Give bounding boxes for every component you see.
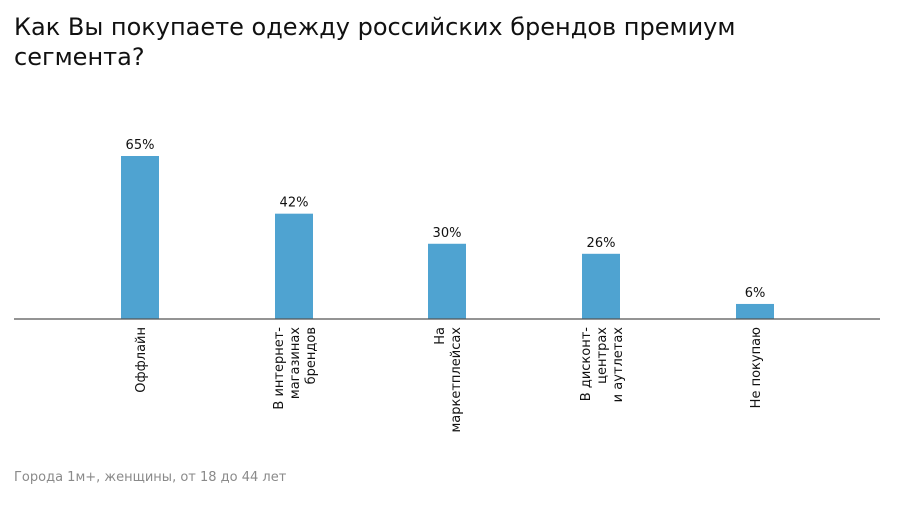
category-label-line: Оффлайн [134, 327, 149, 393]
category-label-line: маркетплейсах [449, 327, 464, 433]
category-label-line: На [433, 327, 448, 345]
data-label: 42% [280, 196, 309, 211]
category-label: В дисконт-центрах и аутлетах [579, 327, 626, 403]
bar [582, 253, 620, 319]
footnote: Города 1м+, женщины, от 18 до 44 лет [14, 470, 287, 485]
data-label: 6% [745, 286, 766, 301]
data-label: 65% [126, 138, 155, 153]
category-label-line: магазинах [288, 327, 303, 399]
category-label-line: В дисконт- [579, 327, 594, 402]
category-label: Не покупаю [749, 327, 764, 408]
category-label-line: центрах [595, 327, 610, 384]
category-label: Оффлайн [134, 327, 149, 393]
category-label: В интернет-магазинах брендов [272, 327, 319, 410]
category-label-line: и аутлетах [611, 327, 626, 403]
category-label: На маркетплейсах [433, 327, 464, 433]
category-label-line: В интернет- [272, 327, 287, 410]
category-label-line: брендов [304, 327, 319, 384]
data-label: 26% [587, 236, 616, 251]
bar [275, 213, 313, 319]
bar [428, 243, 466, 319]
bar [121, 156, 159, 319]
category-label-line: Не покупаю [749, 327, 764, 408]
bar [736, 303, 774, 319]
chart-title: Как Вы покупаете одежду российских бренд… [14, 13, 736, 71]
data-label: 30% [433, 226, 462, 241]
